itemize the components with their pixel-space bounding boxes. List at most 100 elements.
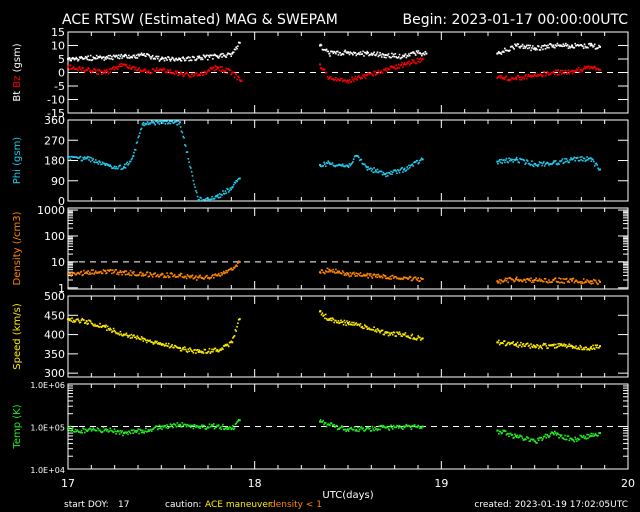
mag-point <box>384 53 387 56</box>
phi-point <box>142 121 145 124</box>
mag-point <box>160 68 163 71</box>
mag-point <box>232 71 235 74</box>
speed-point <box>352 321 355 324</box>
phi-point <box>577 159 580 162</box>
mag-point <box>418 58 420 60</box>
density-point <box>408 277 410 279</box>
density-point <box>375 274 378 276</box>
phi-point <box>362 163 364 165</box>
speed-point <box>75 318 78 321</box>
speed-point <box>580 346 582 348</box>
speed-point <box>187 348 190 350</box>
temp-point <box>124 431 127 433</box>
temp-point <box>363 430 366 432</box>
temp-point <box>121 430 123 432</box>
density-point <box>596 282 599 285</box>
density-point <box>577 281 580 284</box>
phi-point <box>227 191 230 193</box>
speed-point <box>555 346 558 349</box>
temp-point <box>139 429 142 432</box>
speed-point <box>94 323 96 326</box>
phi-point <box>519 157 521 160</box>
mag-point <box>579 69 582 71</box>
temp-point <box>133 429 135 431</box>
mag-point <box>526 77 528 80</box>
mag-point <box>576 44 578 47</box>
speed-point <box>554 343 557 346</box>
temp-point <box>562 437 565 440</box>
mag-ylabel-part: Bt <box>12 91 23 102</box>
density-point <box>122 270 124 273</box>
phi-point <box>175 120 178 123</box>
density-point <box>565 278 567 281</box>
speed-point <box>599 345 601 348</box>
phi-point <box>368 168 370 170</box>
speed-point <box>139 338 141 340</box>
density-point <box>234 265 237 268</box>
temp-point <box>201 426 204 429</box>
temp-point <box>203 424 206 427</box>
phi-point <box>570 157 572 159</box>
mag-point <box>532 48 535 50</box>
temp-point <box>375 428 377 431</box>
mag-point <box>408 53 410 55</box>
phi-point <box>123 163 126 166</box>
phi-point <box>555 163 558 165</box>
mag-point <box>151 54 154 57</box>
mag-point <box>380 54 382 56</box>
speed-point <box>157 342 160 344</box>
speed-point <box>508 341 510 344</box>
mag-point <box>172 71 174 74</box>
density-point <box>86 272 89 275</box>
temp-point <box>137 428 140 430</box>
time-xlabel: UTC(days) <box>322 490 373 501</box>
mag-point <box>561 45 564 48</box>
mag-point <box>583 66 586 68</box>
density-point <box>514 280 516 282</box>
temp-point <box>392 424 395 427</box>
speed-point <box>326 319 329 321</box>
mag-point <box>571 46 574 48</box>
mag-point <box>144 54 146 57</box>
mag-point <box>153 70 156 72</box>
density-point <box>73 272 76 275</box>
mag-point <box>374 71 376 73</box>
temp-point <box>173 423 175 425</box>
density-point <box>69 273 72 275</box>
density-point <box>542 280 544 283</box>
speed-point <box>86 323 89 325</box>
mag-point <box>152 68 155 71</box>
phi-point <box>210 198 212 201</box>
temp-point <box>147 429 150 431</box>
temp-point <box>498 430 501 433</box>
temp-point <box>87 429 89 431</box>
mag-point <box>423 53 426 56</box>
mag-point <box>194 72 196 75</box>
phi-point <box>408 164 410 167</box>
density-point <box>103 269 106 272</box>
mag-point <box>363 73 366 76</box>
temp-point <box>503 429 506 432</box>
speed-point <box>335 321 338 324</box>
mag-point <box>89 70 91 73</box>
mag-point <box>323 68 325 71</box>
phi-point <box>217 196 220 199</box>
speed-point <box>520 341 522 344</box>
mag-point <box>579 44 582 46</box>
speed-point <box>411 333 414 336</box>
mag-point <box>131 66 134 69</box>
speed-point <box>168 346 171 349</box>
phi-point <box>227 188 229 191</box>
mag-point <box>543 70 545 73</box>
mag-point <box>179 71 182 73</box>
mag-point <box>119 55 122 58</box>
density-point <box>382 274 385 276</box>
temp-point <box>335 424 338 427</box>
density-point <box>123 271 125 274</box>
speed-point <box>192 351 195 354</box>
mag-point <box>344 49 347 52</box>
phi-point <box>359 158 362 161</box>
temp-point <box>531 439 534 441</box>
mag-point <box>367 72 369 74</box>
mag-point <box>86 69 89 72</box>
